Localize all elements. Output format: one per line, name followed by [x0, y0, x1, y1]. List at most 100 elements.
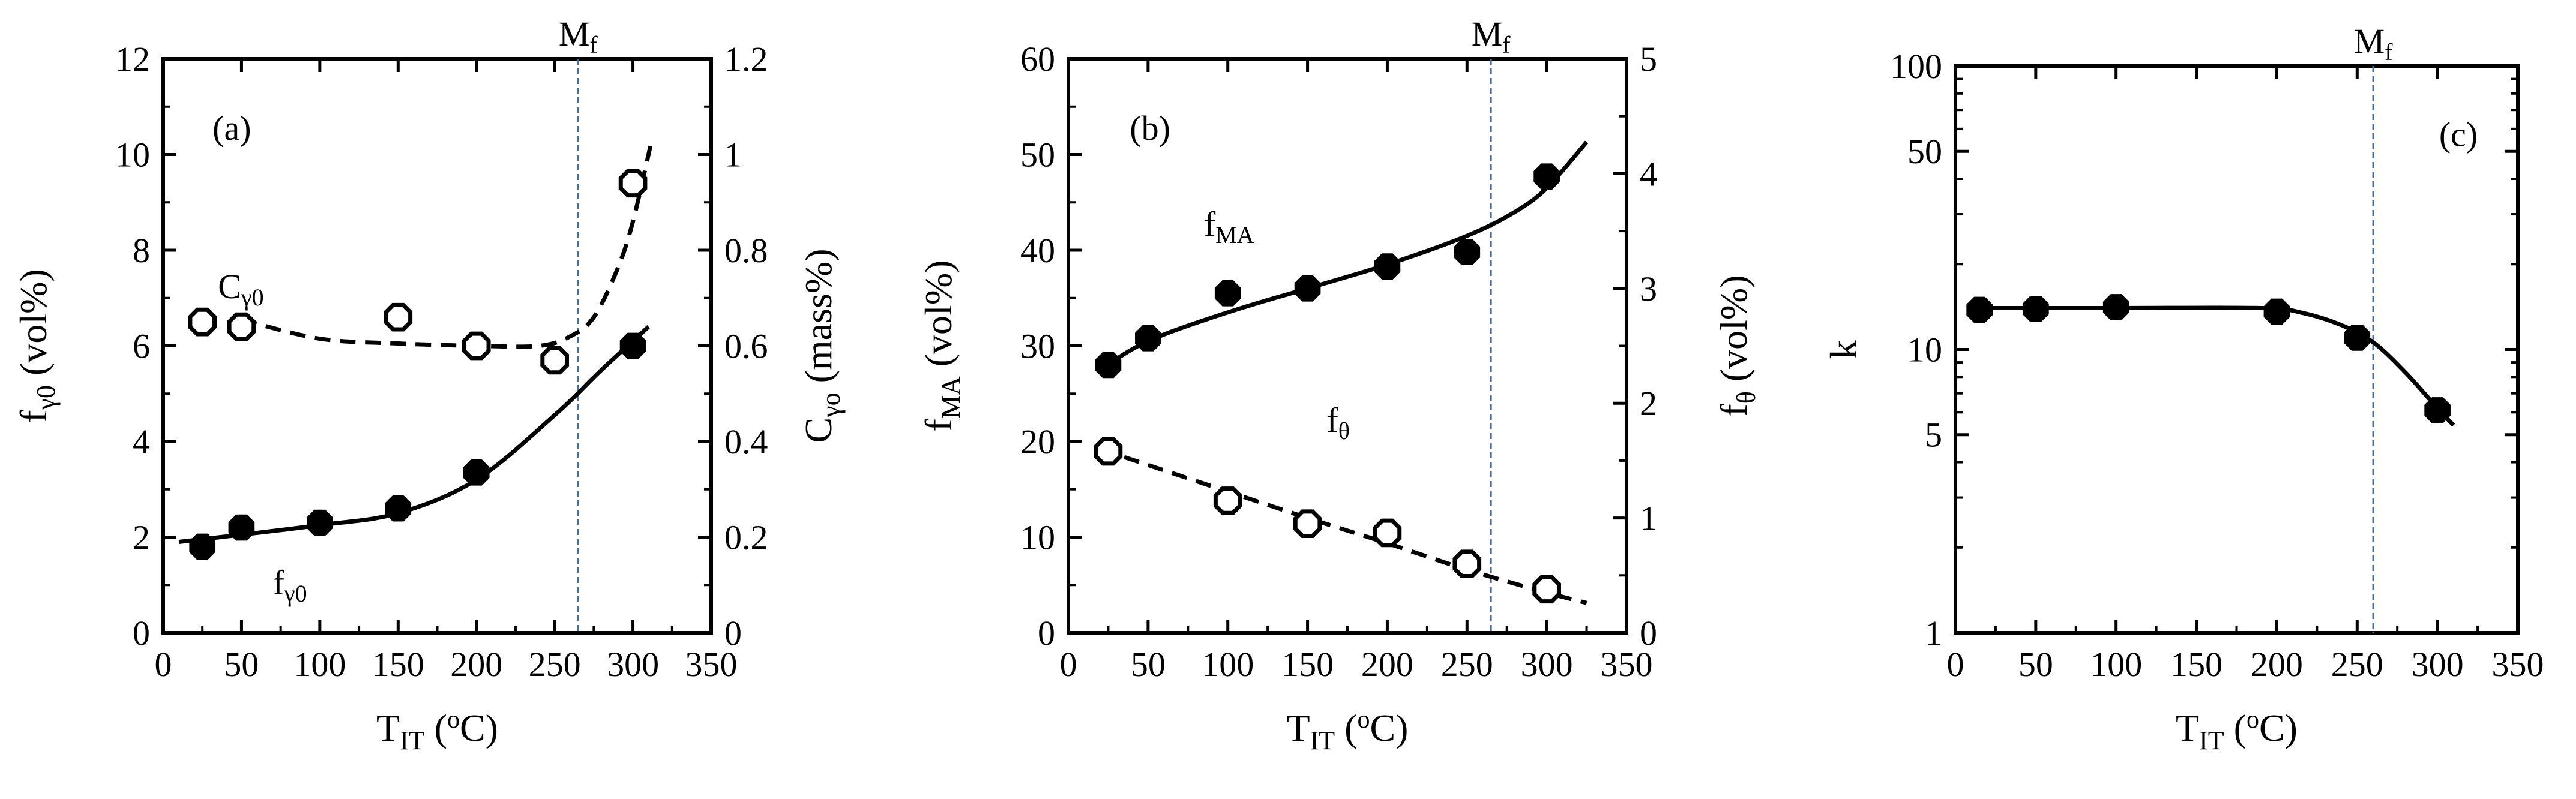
panel-label: (a) [212, 109, 251, 148]
x-axis-title: TIT (oC) [1287, 706, 1409, 755]
y-right-tick-label: 1 [724, 136, 742, 175]
y-right-tick-label: 4 [1640, 154, 1657, 193]
data-point-fMA [1214, 280, 1241, 307]
data-point-fθ [1452, 549, 1482, 578]
data-point-fMA [1533, 163, 1560, 190]
y-right-tick-label: 1 [1640, 499, 1657, 538]
data-point-Cγ0 [188, 307, 217, 337]
x-tick-label: 100 [293, 645, 346, 684]
data-point-fθ [1373, 518, 1402, 548]
series-line-fMA [1099, 140, 1589, 372]
y-left-tick-label: 4 [133, 422, 150, 461]
x-tick-label: 350 [685, 645, 738, 684]
data-point-fMA [1454, 239, 1481, 266]
x-tick-label: 100 [2090, 645, 2142, 684]
series-line-fγ0 [178, 325, 651, 544]
data-point-k [2263, 298, 2290, 325]
x-tick-label: 150 [372, 645, 424, 684]
data-point-fγ0 [619, 332, 646, 359]
data-point-fγ0 [385, 495, 412, 522]
x-tick-label: 250 [529, 645, 581, 684]
data-point-fθ [1094, 437, 1123, 466]
x-tick-label: 350 [1601, 645, 1653, 684]
data-point-Cγ0 [618, 169, 648, 198]
y-left-tick-label: 10 [115, 136, 150, 175]
x-tick-label: 0 [1947, 645, 1964, 684]
data-point-Cγ0 [227, 312, 256, 341]
y-right-tick-label: 0 [724, 614, 742, 653]
series-label-fθ: fθ [1326, 401, 1350, 444]
data-point-Cγ0 [384, 302, 413, 332]
series-label-fMA: fMA [1204, 205, 1254, 248]
data-point-fγ0 [189, 533, 216, 560]
x-tick-label: 50 [224, 645, 259, 684]
y-left-tick-label: 50 [1907, 132, 1942, 171]
series-label-fγ0: fγ0 [273, 563, 307, 607]
y-left-tick-label: 5 [1925, 416, 1942, 455]
y-right-tick-label: 2 [1640, 384, 1657, 423]
y-left-tick-label: 1 [1925, 614, 1942, 653]
chart-panel-1: 0 50 100 150 200 250 300 35002468101200.20.40.6… [12, 14, 846, 755]
data-point-fγ0 [307, 509, 333, 536]
y-left-tick-label: 20 [1020, 422, 1055, 461]
data-point-k [2023, 296, 2049, 322]
y-left-tick-label: 100 [1890, 47, 1942, 86]
series-k [1966, 294, 2455, 427]
y-left-tick-label: 6 [133, 327, 150, 366]
x-tick-label: 350 [2492, 645, 2544, 684]
y-right-tick-label: 0.2 [724, 518, 768, 557]
y-left-tick-label: 10 [1907, 331, 1942, 370]
y-left-axis-title: fγ0 (vol%) [12, 269, 61, 422]
series-fγ0: fγ0 [178, 325, 651, 607]
data-point-fMA [1095, 352, 1122, 379]
x-tick-label: 300 [1521, 645, 1573, 684]
series-Cγ0: Cγ0 [188, 139, 654, 375]
y-left-tick-label: 60 [1020, 40, 1055, 79]
series-fθ: fθ [1094, 401, 1587, 605]
plot-frame [1954, 64, 2520, 635]
y-left-tick-label: 10 [1020, 518, 1055, 557]
y-right-axis-title: fθ (vol%) [1712, 275, 1761, 416]
chart-panel-2: 0 50 100 150 200 250 300 3500102030405060012345… [917, 14, 1761, 755]
x-tick-label: 250 [1441, 645, 1493, 684]
series-line-fθ [1100, 447, 1587, 605]
y-left-axis-title: k [1822, 340, 1865, 359]
y-left-tick-label: 0 [1038, 614, 1055, 653]
x-tick-label: 200 [1361, 645, 1413, 684]
x-axis-title: TIT (oC) [376, 706, 498, 755]
y-left-tick-label: 12 [115, 40, 150, 79]
y-left-tick-label: 30 [1020, 327, 1055, 366]
y-right-tick-label: 0.4 [724, 422, 768, 461]
y-left-tick-label: 8 [133, 231, 150, 270]
data-point-fθ [1213, 486, 1242, 515]
x-tick-label: 150 [1281, 645, 1334, 684]
x-axis-title: TIT (oC) [2176, 706, 2298, 755]
y-left-tick-label: 2 [133, 518, 150, 557]
series-fMA: fMA [1095, 140, 1589, 379]
series-line-k [1971, 305, 2455, 427]
data-point-fγ0 [228, 514, 255, 541]
data-point-fθ [1293, 509, 1322, 538]
mf-label: Mf [2354, 22, 2394, 65]
series-label-Cγ0: Cγ0 [218, 267, 263, 311]
x-tick-label: 300 [2412, 645, 2464, 684]
x-tick-label: 250 [2331, 645, 2383, 684]
y-left-tick-label: 40 [1020, 231, 1055, 270]
y-right-tick-label: 0.6 [724, 327, 768, 366]
panel-label: (b) [1130, 109, 1170, 148]
data-point-Cγ0 [462, 331, 491, 361]
y-left-tick-label: 0 [133, 614, 150, 653]
mf-label: Mf [1472, 14, 1511, 58]
data-point-Cγ0 [540, 346, 569, 375]
y-right-tick-label: 5 [1640, 40, 1657, 79]
data-point-k [1966, 296, 1993, 323]
x-tick-label: 150 [2170, 645, 2222, 684]
y-left-axis-title: fMA (vol%) [917, 260, 966, 432]
x-tick-label: 100 [1202, 645, 1254, 684]
x-tick-label: 50 [2018, 645, 2053, 684]
data-point-fγ0 [463, 459, 490, 486]
data-point-fMA [1135, 325, 1161, 352]
data-point-fMA [1294, 275, 1321, 302]
y-right-tick-label: 0 [1640, 614, 1657, 653]
